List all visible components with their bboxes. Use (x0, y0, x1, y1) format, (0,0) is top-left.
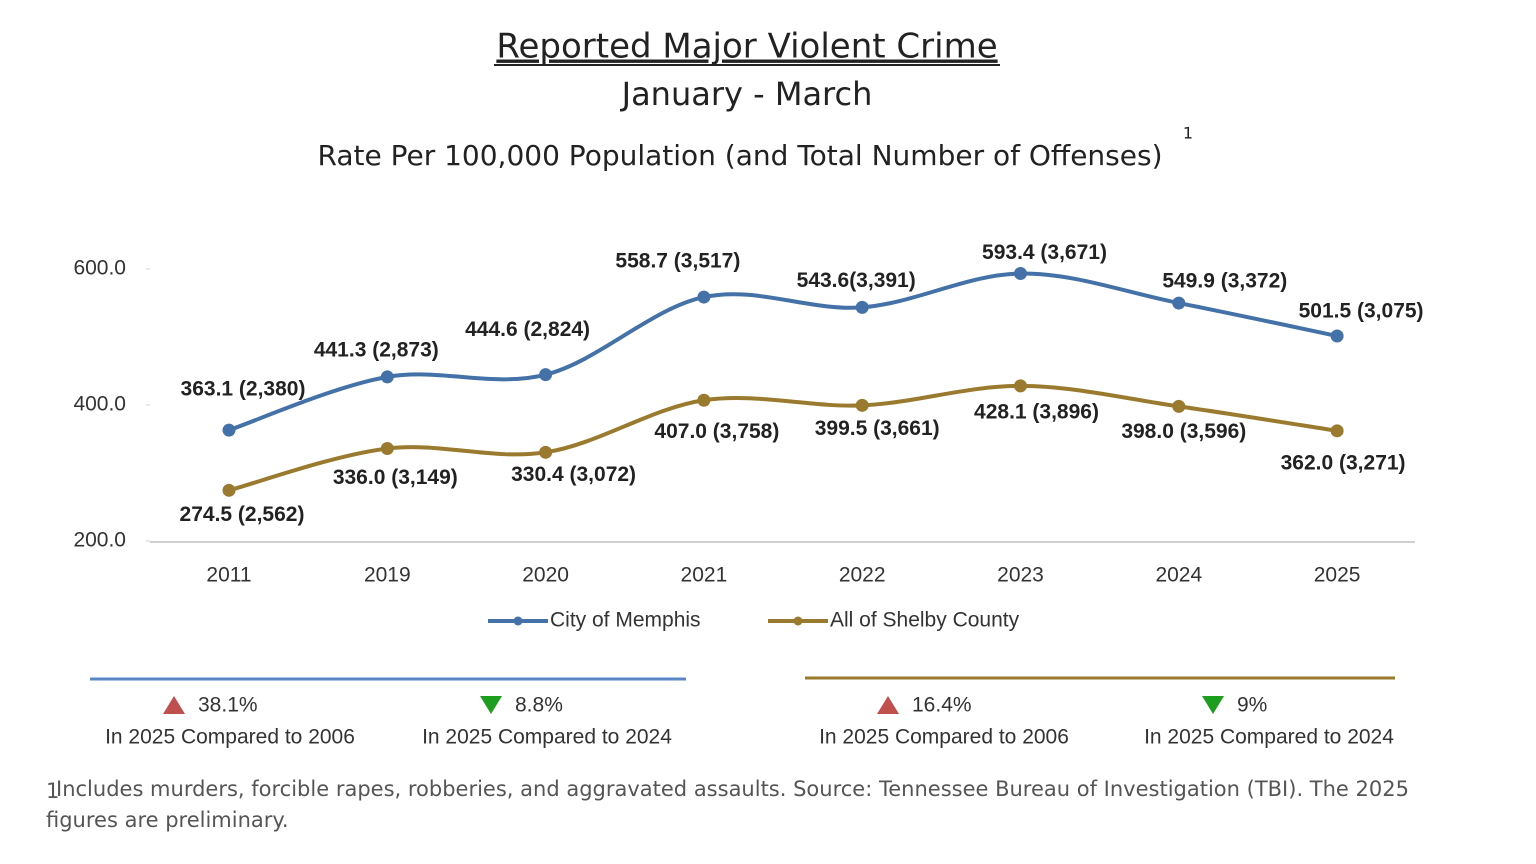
data-label: 398.0 (3,596) (1121, 420, 1246, 443)
data-point (1330, 329, 1344, 343)
comparison-caption: In 2025 Compared to 2024 (422, 726, 672, 749)
data-point (380, 442, 394, 456)
chart-subtitle: January - March (620, 75, 873, 113)
comparison-value: 8.8% (515, 694, 563, 717)
data-point (1172, 296, 1186, 310)
y-axis-label: Rate Per 100,000 Population (and Total N… (317, 139, 1162, 172)
comparison-value: 16.4% (912, 694, 972, 717)
data-label: 407.0 (3,758) (654, 420, 779, 443)
chart-title: Reported Major Violent Crime (496, 27, 997, 67)
arrow-down (1202, 696, 1224, 714)
data-label: 558.7 (3,517) (615, 250, 740, 273)
data-point (222, 423, 236, 437)
comparison-value: 38.1% (198, 694, 258, 717)
data-point (855, 300, 869, 314)
data-point (1172, 399, 1186, 413)
x-tick-label: 2022 (839, 564, 886, 587)
series-line (228, 271, 1338, 432)
data-point (697, 393, 711, 407)
footnote-box: Includes murders, forcible rapes, robber… (46, 777, 1409, 832)
footnote-marker: 1 (46, 779, 59, 803)
y-tick-label: 200.0 (73, 529, 126, 552)
footnote-marker: 1 (1183, 124, 1193, 143)
x-tick-label: 2024 (1155, 564, 1202, 587)
data-point (539, 445, 553, 459)
arrow-down (480, 696, 502, 714)
series-line (228, 383, 1338, 493)
legend-marker (793, 616, 803, 626)
data-point (222, 483, 236, 497)
data-label: 543.6(3,391) (797, 269, 916, 292)
x-tick-label: 2019 (364, 564, 411, 587)
data-point (697, 290, 711, 304)
data-label: 428.1 (3,896) (974, 400, 1099, 423)
arrow-up (877, 696, 899, 714)
data-label: 274.5 (2,562) (180, 503, 305, 526)
data-point (380, 370, 394, 384)
arrow-up (163, 696, 185, 714)
comparison-value: 9% (1237, 694, 1267, 717)
data-label: 363.1 (2,380) (181, 378, 306, 401)
x-tick-label: 2021 (681, 564, 728, 587)
data-point (1330, 424, 1344, 438)
data-label: 549.9 (3,372) (1162, 270, 1287, 293)
data-point (1014, 379, 1027, 393)
x-tick-label: 2011 (206, 564, 251, 587)
data-label: 593.4 (3,671) (982, 241, 1107, 264)
y-tick-label: 600.0 (73, 257, 126, 280)
data-point (855, 398, 869, 412)
x-tick-label: 2023 (997, 564, 1044, 587)
comparison-caption: In 2025 Compared to 2024 (1144, 726, 1394, 749)
x-tick-label: 2020 (522, 564, 569, 587)
data-label: 441.3 (2,873) (314, 338, 439, 361)
footnote: Includes murders, forcible rapes, robber… (46, 777, 1409, 832)
data-label: 399.5 (3,661) (815, 417, 940, 440)
data-label: 444.6 (2,824) (465, 318, 590, 341)
data-label: 362.0 (3,271) (1281, 451, 1406, 474)
comparison-caption: In 2025 Compared to 2006 (819, 726, 1069, 749)
data-label: 336.0 (3,149) (333, 466, 458, 489)
y-tick-label: 400.0 (73, 393, 126, 416)
data-point (1014, 266, 1027, 280)
legend-label: All of Shelby County (830, 609, 1020, 632)
legend-marker (513, 616, 523, 626)
legend-label: City of Memphis (550, 609, 701, 632)
x-tick-label: 2025 (1314, 564, 1361, 587)
comparison-caption: In 2025 Compared to 2006 (105, 726, 355, 749)
data-label: 330.4 (3,072) (511, 463, 636, 486)
data-point (539, 368, 553, 382)
data-label: 501.5 (3,075) (1299, 300, 1424, 323)
